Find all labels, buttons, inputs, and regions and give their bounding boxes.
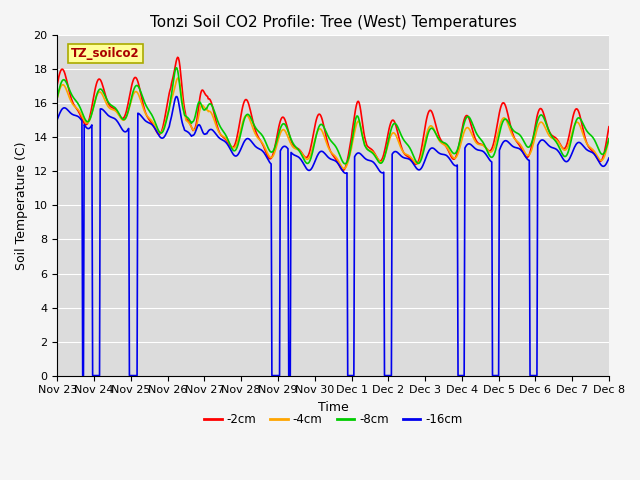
Legend: -2cm, -4cm, -8cm, -16cm: -2cm, -4cm, -8cm, -16cm [199, 408, 467, 431]
Title: Tonzi Soil CO2 Profile: Tree (West) Temperatures: Tonzi Soil CO2 Profile: Tree (West) Temp… [150, 15, 516, 30]
Text: TZ_soilco2: TZ_soilco2 [71, 48, 140, 60]
Y-axis label: Soil Temperature (C): Soil Temperature (C) [15, 141, 28, 270]
X-axis label: Time: Time [318, 401, 349, 414]
